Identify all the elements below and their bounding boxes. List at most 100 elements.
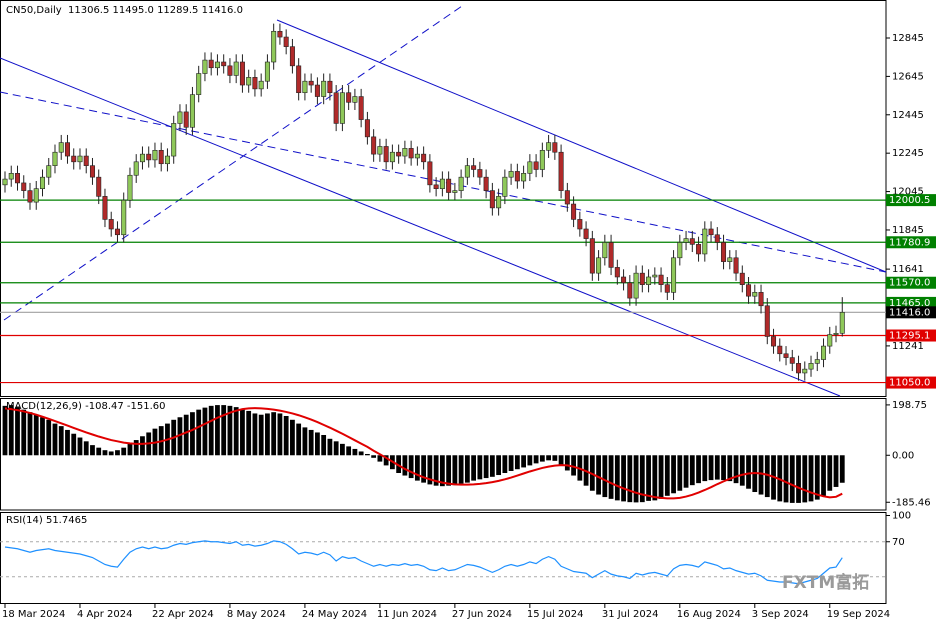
macd-bar	[689, 455, 695, 486]
candle-body	[8, 173, 14, 180]
level-label: 11570.0	[889, 278, 930, 289]
macd-bar	[702, 455, 708, 482]
level-label: 12000.5	[889, 195, 930, 206]
macd-bar	[646, 455, 651, 501]
trend-line	[0, 57, 841, 397]
candle-body	[77, 155, 83, 163]
candle-body	[152, 149, 158, 161]
y-tick-label: 12645	[892, 71, 924, 82]
macd-bar	[496, 455, 502, 476]
macd-bar	[514, 455, 520, 470]
candle-body	[364, 119, 370, 138]
macd-bar	[521, 455, 527, 468]
candle-body	[39, 176, 45, 189]
candle-body	[721, 242, 727, 262]
candle-body	[258, 80, 264, 90]
candle-body	[177, 111, 183, 124]
candle-body	[489, 190, 495, 209]
macd-bar	[327, 438, 333, 456]
candle-body	[521, 173, 527, 182]
macd-bar	[483, 455, 489, 479]
macd-bar	[571, 455, 576, 476]
x-tick-label: 11 Jun 2024	[377, 609, 437, 620]
candle-body	[452, 190, 458, 193]
candle-body	[533, 161, 539, 170]
macd-bar	[471, 455, 477, 481]
y-tick-label: 12045	[892, 187, 924, 198]
macd-bar	[708, 455, 714, 481]
level-tag	[886, 194, 936, 207]
candle-body	[264, 61, 270, 82]
candle-body	[646, 276, 652, 285]
macd-bar	[621, 455, 626, 502]
y-tick-label: 12245	[892, 148, 924, 159]
macd-bar	[202, 407, 208, 456]
macd-bar	[315, 432, 320, 456]
candle-body	[96, 176, 102, 197]
macd-bar	[821, 455, 826, 496]
macd-bar	[333, 441, 339, 456]
macd-bar	[833, 455, 839, 487]
level-label: 11295.1	[889, 331, 930, 342]
signal-line	[4, 407, 843, 500]
macd-bar	[839, 455, 845, 483]
candle-body	[321, 80, 327, 97]
macd-bar	[627, 455, 633, 503]
macd-bar	[596, 455, 601, 495]
macd-bar	[83, 441, 89, 456]
candle-body	[277, 30, 283, 38]
macd-bar	[290, 419, 295, 456]
macd-bar	[71, 433, 77, 456]
candle-body	[233, 61, 239, 76]
macd-bar	[358, 451, 364, 456]
candle-body	[577, 219, 583, 230]
candle-body	[371, 136, 377, 155]
candle-body	[833, 333, 839, 335]
macd-panel	[0, 398, 887, 511]
macd-bar	[277, 413, 283, 456]
candle-body	[552, 142, 558, 153]
candle-body	[664, 284, 670, 293]
candle-body	[21, 182, 27, 191]
macd-bar	[477, 455, 483, 480]
candle-body	[633, 272, 639, 299]
candle-body	[114, 228, 120, 236]
candle-body	[158, 149, 164, 165]
macd-bar	[321, 434, 327, 456]
candle-body	[208, 59, 214, 69]
candle-body	[702, 228, 708, 255]
macd-bar	[696, 455, 701, 484]
candle-body	[133, 161, 139, 176]
macd-bar	[340, 443, 345, 456]
level-label: 11465.0	[889, 298, 930, 309]
macd-bar	[240, 409, 245, 456]
macd-bar	[408, 455, 414, 479]
candle-body	[483, 176, 489, 191]
candle-body	[658, 274, 664, 285]
candle-body	[808, 363, 814, 370]
macd-bar	[527, 455, 533, 466]
trend-lines	[0, 3, 887, 397]
macd-bar	[65, 429, 70, 456]
candle-body	[377, 146, 383, 155]
level-tag	[886, 296, 936, 309]
macd-bar	[364, 454, 370, 456]
macd-bar	[433, 455, 439, 486]
y-tick-label: 11241	[892, 341, 924, 352]
candle-body	[314, 84, 320, 97]
macd-bar	[414, 455, 420, 481]
candle-body	[839, 312, 845, 334]
candle-body	[758, 292, 764, 307]
x-tick-label: 16 Aug 2024	[677, 609, 741, 620]
macd-bar	[727, 455, 733, 482]
macd-bar	[396, 455, 402, 474]
candle-body	[183, 111, 189, 128]
candle-body	[389, 151, 395, 163]
candle-body	[71, 155, 77, 163]
candle-body	[814, 359, 820, 364]
candle-body	[246, 77, 252, 86]
candle-body	[408, 148, 414, 159]
candle-body	[583, 228, 589, 239]
candle-body	[696, 244, 702, 255]
